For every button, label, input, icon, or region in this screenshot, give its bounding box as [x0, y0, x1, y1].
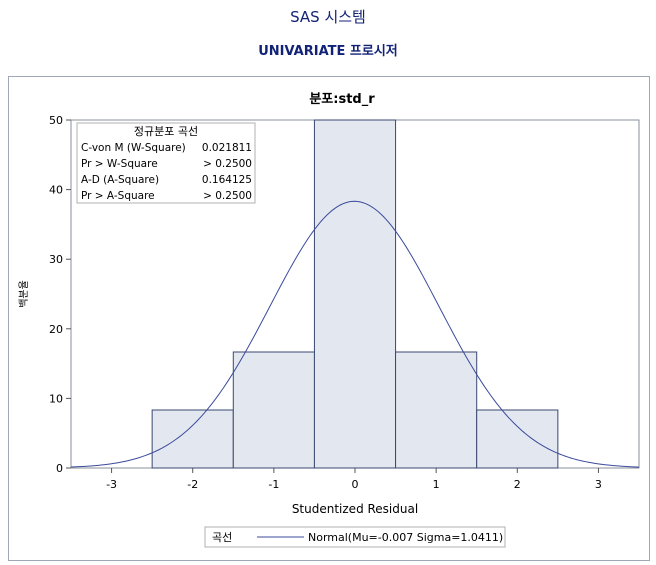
chart-panel: 분포:std_r 0 10 20 30 40 50 -3 -2 -1 0 1 2 3 백분율 Stud…: [8, 76, 650, 561]
stats-inset-title: 정규분포 곡선: [134, 125, 198, 138]
legend-title: 곡선: [212, 531, 232, 544]
x-axis-label: Studentized Residual: [292, 502, 418, 516]
stats-row-value: 0.021811: [202, 142, 252, 154]
y-tick-label: 0: [56, 462, 63, 475]
stats-row-label: A-D (A-Square): [81, 174, 159, 186]
stats-row-label: C-von M (W-Square): [81, 142, 186, 154]
histogram-bar: [395, 351, 478, 469]
stats-row-label: Pr > W-Square: [81, 158, 158, 170]
y-tick-label: 30: [49, 253, 63, 266]
stats-row-value: > 0.2500: [203, 190, 252, 202]
histogram-bar: [151, 409, 234, 469]
y-tick-label: 10: [49, 392, 63, 405]
chart-title: 분포:std_r: [309, 92, 375, 107]
histogram-bar: [476, 409, 559, 469]
legend-entry: Normal(Mu=-0.007 Sigma=1.0411): [308, 531, 503, 544]
stats-inset-box: [76, 122, 256, 204]
normal-curve-line: [70, 200, 640, 468]
page-title: SAS 시스템: [290, 8, 366, 26]
x-tick-label: -3: [106, 478, 117, 491]
stats-row-value: > 0.2500: [203, 158, 252, 170]
legend-box: [204, 526, 506, 548]
histogram-bar: [232, 351, 315, 469]
histogram-chart: 분포:std_r 0 10 20 30 40 50 -3 -2 -1 0 1 2 3 백분율 Stud…: [18, 92, 640, 548]
y-tick-label: 50: [49, 114, 63, 127]
y-axis-label: 백분율: [18, 280, 30, 308]
x-tick-label: 1: [433, 478, 440, 491]
y-tick-label: 20: [49, 323, 63, 336]
histogram-bar: [313, 119, 397, 469]
x-tick-label: 0: [352, 478, 359, 491]
x-tick-label: 2: [514, 478, 521, 491]
procedure-subtitle: UNIVARIATE 프로시저: [258, 44, 398, 59]
stats-inset: 정규분포 곡선 C-von M (W-Square) 0.021811 Pr >…: [76, 122, 256, 204]
legend: 곡선 Normal(Mu=-0.007 Sigma=1.0411): [204, 526, 506, 548]
x-tick-label: -1: [268, 478, 279, 491]
x-tick-label: 3: [595, 478, 602, 491]
y-tick-label: 40: [49, 184, 63, 197]
x-tick-label: -2: [187, 478, 198, 491]
stats-row-label: Pr > A-Square: [81, 190, 155, 202]
stats-row-value: 0.164125: [202, 174, 252, 186]
